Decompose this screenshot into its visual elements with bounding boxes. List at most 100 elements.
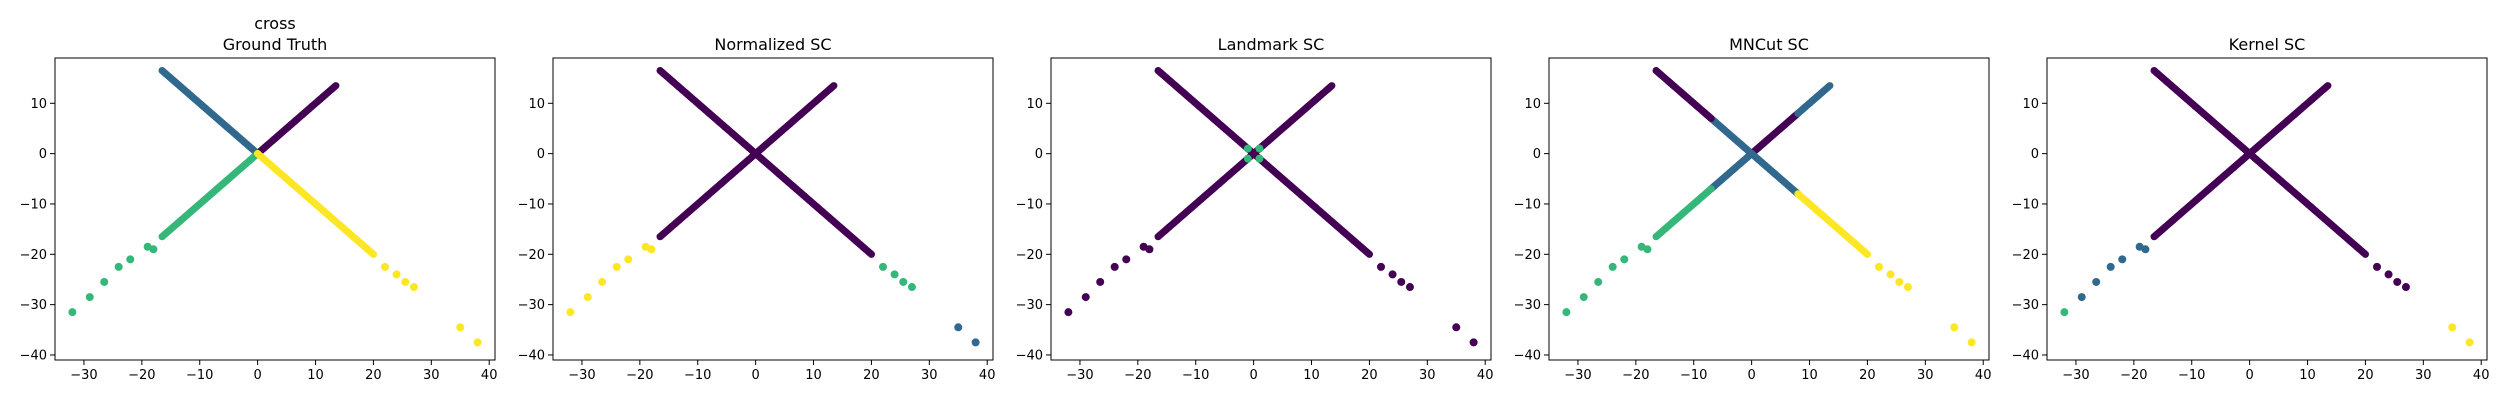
data-point (158, 233, 166, 241)
x-tick-label: 20 (2357, 368, 2374, 383)
data-point (1950, 323, 1959, 332)
data-point (612, 262, 621, 271)
data-point (656, 233, 664, 241)
y-tick-label: 10 (1026, 97, 1043, 112)
y-tick-label: 0 (2031, 147, 2039, 162)
data-point (1154, 66, 1162, 75)
data-point (2150, 233, 2158, 241)
data-point (971, 338, 980, 347)
x-tick-label: 10 (2299, 368, 2316, 383)
data-point (2324, 82, 2332, 90)
data-point (2150, 66, 2158, 75)
x-tick-label: 20 (863, 368, 880, 383)
data-point (890, 270, 899, 279)
panel-title: Kernel SC (2229, 35, 2306, 54)
data-point (583, 293, 592, 302)
y-tick-label: −40 (1016, 348, 1043, 363)
segment-points (1748, 109, 1802, 158)
panel-subtitle: Ground Truth (223, 35, 328, 54)
data-point (2060, 308, 2069, 317)
y-tick-label: 0 (39, 147, 47, 162)
data-point (566, 308, 575, 317)
data-point (1243, 144, 1252, 153)
data-point (1388, 270, 1397, 279)
data-point (2118, 255, 2127, 264)
chart-panel-2: Normalized SC −30 −20 −10 0 10 20 30 40 10 0 −10 −20… (518, 35, 996, 383)
data-point (1967, 338, 1976, 347)
y-tick-label: −10 (518, 197, 545, 212)
data-point (2373, 262, 2381, 271)
x-tick-label: 30 (423, 368, 440, 383)
x-tick-label: 0 (253, 368, 261, 383)
chart-panel-3: Landmark SC −30 −20 −10 0 10 20 30 40 10 0 −10 −20 −3… (1016, 35, 1494, 383)
data-point (381, 262, 389, 271)
plot-area (566, 66, 980, 347)
data-point (85, 293, 94, 302)
y-tick-label: −10 (1514, 197, 1541, 212)
y-tick-label: −20 (518, 248, 545, 263)
data-point (1397, 277, 1406, 286)
segment-points (752, 82, 838, 158)
x-tick-label: −30 (568, 368, 595, 383)
x-tick-label: 30 (1419, 368, 1436, 383)
data-point (899, 277, 908, 286)
y-tick-label: 10 (528, 97, 545, 112)
y-tick-label: −30 (2012, 298, 2039, 313)
data-point (114, 262, 123, 271)
axes-frame (1548, 57, 1990, 361)
x-tick-label: 20 (365, 368, 382, 383)
data-point (1608, 262, 1617, 271)
data-point (1652, 66, 1660, 75)
segment-points (2246, 150, 2370, 258)
segment-points (1250, 150, 1374, 258)
y-tick-label: −40 (20, 348, 47, 363)
segment-points (1154, 150, 1258, 241)
data-point (879, 262, 887, 271)
data-point (2361, 250, 2370, 258)
x-tick-label: −20 (626, 368, 653, 383)
x-tick-label: −10 (1182, 368, 1209, 383)
x-tick-label: 30 (1917, 368, 1934, 383)
y-tick-label: −30 (1016, 298, 1043, 313)
data-point (907, 283, 916, 292)
data-point (954, 323, 963, 332)
x-tick-label: −30 (2062, 368, 2089, 383)
data-point (1405, 283, 1414, 292)
data-point (1243, 154, 1252, 163)
segment-points (254, 150, 378, 258)
y-tick-label: −10 (1016, 197, 1043, 212)
data-point (1122, 255, 1131, 264)
plot-area (1064, 66, 1478, 347)
segment-points (752, 150, 876, 258)
data-point (1637, 242, 1646, 251)
y-tick-label: −30 (1514, 298, 1541, 313)
segment-points (254, 82, 340, 158)
segment-points (1652, 185, 1715, 241)
data-point (2393, 277, 2402, 286)
data-point (1255, 144, 1264, 153)
data-point (1903, 283, 1912, 292)
data-point (1452, 323, 1461, 332)
y-tick-label: 10 (1524, 97, 1541, 112)
data-point (2106, 262, 2115, 271)
axes-frame (54, 57, 496, 361)
x-tick-label: 0 (1747, 368, 1755, 383)
data-point (1579, 293, 1588, 302)
x-tick-label: −10 (186, 368, 213, 383)
data-point (126, 255, 135, 264)
x-tick-label: −20 (2120, 368, 2147, 383)
data-point (1620, 255, 1629, 264)
segment-points (656, 66, 760, 158)
data-point (1863, 250, 1872, 258)
data-point (401, 277, 410, 286)
x-tick-label: 20 (1361, 368, 1378, 383)
y-tick-label: −20 (1016, 248, 1043, 263)
plot-area (68, 66, 482, 347)
data-point (2465, 338, 2474, 347)
y-tick-label: 10 (2022, 97, 2039, 112)
chart-panel-4: MNCut SC −30 −20 −10 0 10 20 30 40 10 0 −10 −20 −30 −4… (1514, 35, 1992, 383)
data-point (1096, 277, 1105, 286)
y-tick-label: −40 (2012, 348, 2039, 363)
y-tick-label: 0 (1035, 147, 1043, 162)
axes-frame (2046, 57, 2488, 361)
